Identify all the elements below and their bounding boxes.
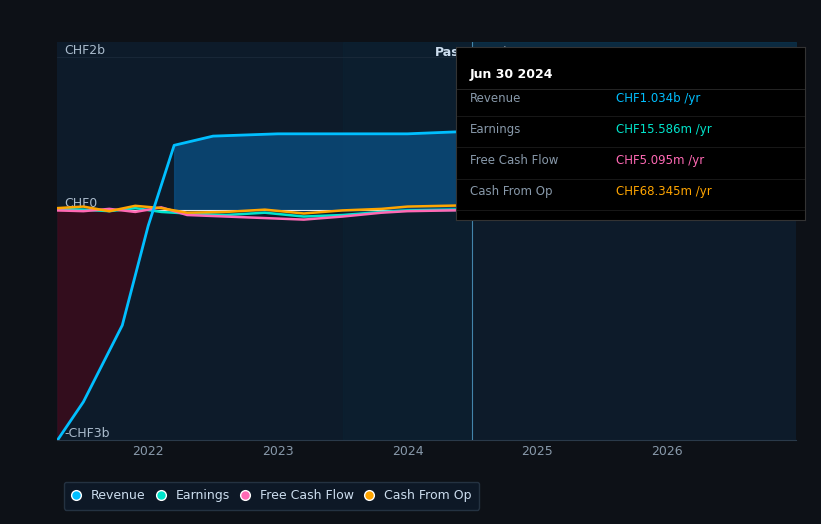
Text: Past: Past xyxy=(435,46,466,59)
Text: CHF68.345m /yr: CHF68.345m /yr xyxy=(616,185,712,199)
Text: CHF1.034b /yr: CHF1.034b /yr xyxy=(616,92,700,105)
Text: CHF2b: CHF2b xyxy=(64,44,105,57)
Text: Jun 30 2024: Jun 30 2024 xyxy=(470,68,553,81)
Text: Revenue: Revenue xyxy=(470,92,521,105)
Text: Analysts Forecasts: Analysts Forecasts xyxy=(479,46,595,59)
Bar xyxy=(342,42,472,440)
Text: CHF5.095m /yr: CHF5.095m /yr xyxy=(616,155,704,167)
Text: CHF15.586m /yr: CHF15.586m /yr xyxy=(616,123,712,136)
Text: Free Cash Flow: Free Cash Flow xyxy=(470,155,558,167)
Text: CHF0: CHF0 xyxy=(64,198,97,211)
Text: -CHF3b: -CHF3b xyxy=(64,427,109,440)
Text: Cash From Op: Cash From Op xyxy=(470,185,552,199)
Text: Earnings: Earnings xyxy=(470,123,521,136)
Legend: Revenue, Earnings, Free Cash Flow, Cash From Op: Revenue, Earnings, Free Cash Flow, Cash … xyxy=(64,482,479,509)
